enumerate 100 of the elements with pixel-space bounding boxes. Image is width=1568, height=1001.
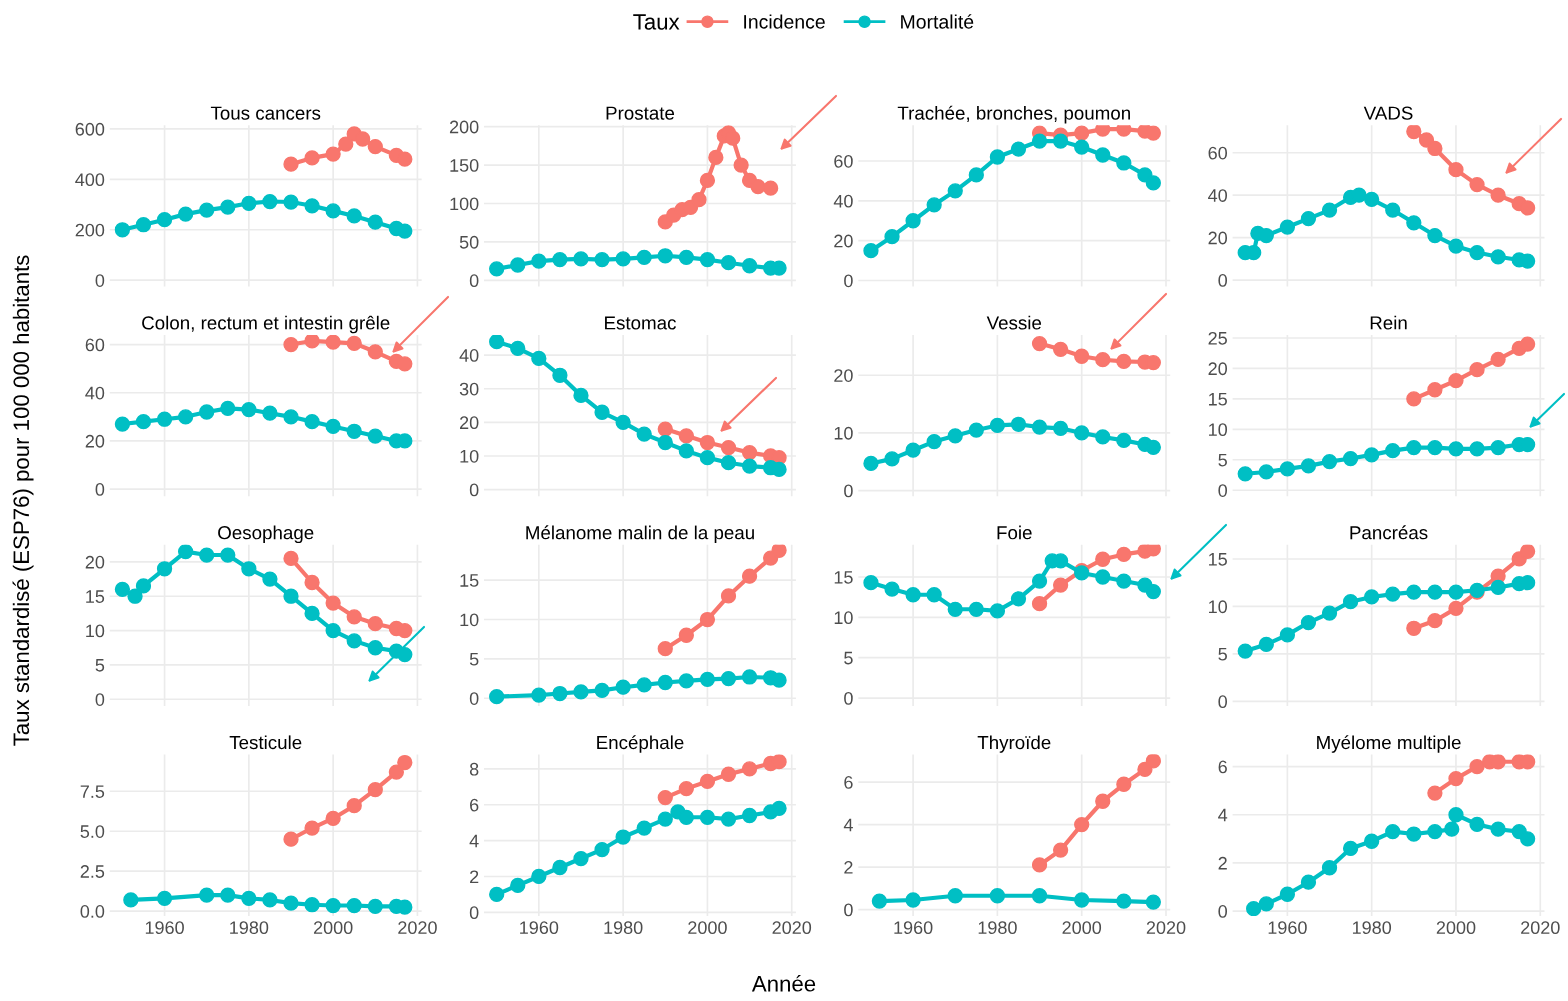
y-tick-label: 0 xyxy=(1218,484,1228,497)
y-tick-label: 200 xyxy=(75,223,105,237)
chart-title: Prostate xyxy=(606,106,675,120)
y-tick-label: 15 xyxy=(86,590,105,603)
y-tick-label: 2 xyxy=(844,861,853,874)
y-tick-label: 150 xyxy=(450,159,479,172)
x-tick-label: 1960 xyxy=(1268,921,1307,935)
x-tick-label: 2000 xyxy=(688,921,727,935)
y-tick-label: 60 xyxy=(834,154,853,168)
x-axis-title: Année xyxy=(751,975,816,992)
y-tick-label: 0 xyxy=(469,906,479,920)
y-tick-label: 60 xyxy=(1208,146,1228,160)
x-tick-label: 2020 xyxy=(1146,921,1186,935)
x-tick-label: 2000 xyxy=(313,921,353,935)
y-tick-label: 15 xyxy=(834,571,853,584)
x-tick-label: 2020 xyxy=(1521,921,1560,935)
y-tick-label: 0 xyxy=(844,903,853,917)
y-tick-label: 7.5 xyxy=(80,785,105,798)
y-tick-label: 0 xyxy=(95,693,105,706)
x-tick-label: 1980 xyxy=(230,921,269,935)
y-tick-label: 200 xyxy=(449,120,479,134)
y-tick-label: 5 xyxy=(95,659,105,672)
x-tick-label: 2000 xyxy=(1436,921,1476,935)
y-tick-label: 25 xyxy=(1208,331,1227,345)
chart-title: Mélanome malin de la peau xyxy=(526,525,754,544)
chart-title: Pancréas xyxy=(1350,525,1428,540)
y-tick-label: 4 xyxy=(469,834,479,848)
y-tick-label: 60 xyxy=(85,338,105,352)
chart-title: Vessie xyxy=(986,315,1042,330)
y-tick-label: 10 xyxy=(86,624,105,638)
y-tick-label: 20 xyxy=(460,416,479,430)
y-tick-label: 10 xyxy=(1209,600,1228,614)
y-tick-label: 5.0 xyxy=(80,825,105,838)
y-tick-label: 0 xyxy=(1218,905,1228,918)
y-tick-label: 0 xyxy=(844,274,853,288)
y-tick-label: 2 xyxy=(470,870,479,884)
y-tick-label: 8 xyxy=(469,762,479,776)
y-tick-label: 10 xyxy=(460,449,479,463)
y-tick-label: 6 xyxy=(470,798,479,812)
y-tick-label: 20 xyxy=(834,369,853,382)
y-tick-label: 0 xyxy=(1218,274,1228,287)
y-tick-label: 15 xyxy=(460,574,479,587)
x-tick-label: 1960 xyxy=(145,921,184,935)
y-tick-label: 4 xyxy=(1218,808,1228,822)
chart-title: Estomac xyxy=(605,316,676,330)
y-axis-title: Taux standardisé (ESP76) pour 100 000 habitants xyxy=(12,255,34,746)
x-tick-label: 2020 xyxy=(772,921,812,935)
y-tick-label: 0 xyxy=(469,274,479,288)
chart-title: Encéphale xyxy=(597,735,684,753)
y-tick-label: 20 xyxy=(1208,231,1228,245)
chart-title: Thyroïde xyxy=(977,735,1051,753)
y-tick-label: 4 xyxy=(843,818,853,832)
x-tick-label: 2020 xyxy=(398,921,437,935)
y-tick-label: 20 xyxy=(85,555,105,569)
x-tick-label: 1980 xyxy=(978,921,1017,935)
x-tick-label: 2000 xyxy=(1062,921,1102,935)
y-tick-label: 40 xyxy=(833,194,853,208)
y-tick-label: 50 xyxy=(459,235,479,249)
y-tick-label: 20 xyxy=(1208,362,1228,376)
chart-title: Tous cancers xyxy=(210,106,321,120)
chart-title: Trachée, bronches, poumon xyxy=(897,105,1130,124)
y-tick-label: 600 xyxy=(75,122,105,136)
y-tick-label: 6 xyxy=(844,776,853,789)
y-tick-label: 0 xyxy=(469,483,479,497)
chart-title: Oesophage xyxy=(218,525,314,544)
y-tick-label: 0 xyxy=(95,274,105,287)
legend-title: Taux xyxy=(633,14,680,30)
y-tick-label: 15 xyxy=(1209,553,1227,566)
y-tick-label: 5 xyxy=(844,651,853,665)
y-tick-label: 40 xyxy=(1208,189,1228,202)
x-tick-label: 1960 xyxy=(894,921,933,935)
y-tick-label: 0 xyxy=(469,692,479,705)
chart-title: Colon, rectum et intestin grêle xyxy=(142,315,390,334)
y-tick-label: 20 xyxy=(85,434,105,448)
chart-title: Foie xyxy=(997,525,1032,540)
y-tick-label: 0 xyxy=(95,483,105,496)
legend-label: Mortalité xyxy=(901,14,974,29)
chart-title: VADS xyxy=(1363,106,1413,120)
y-tick-label: 10 xyxy=(834,611,853,625)
y-tick-label: 2.5 xyxy=(80,865,105,878)
legend-label: Incidence xyxy=(744,14,825,29)
x-tick-label: 1980 xyxy=(1352,921,1392,935)
y-tick-label: 2 xyxy=(1218,856,1227,870)
y-tick-label: 30 xyxy=(459,382,479,396)
y-tick-label: 40 xyxy=(85,386,105,400)
x-tick-label: 1980 xyxy=(604,921,643,935)
chart-title: Testicule xyxy=(229,735,302,750)
y-tick-label: 0.0 xyxy=(80,905,105,918)
chart-title: Myélome multiple xyxy=(1317,735,1461,753)
y-tick-label: 10 xyxy=(1209,423,1228,437)
y-tick-label: 5 xyxy=(469,653,479,666)
y-tick-label: 0 xyxy=(844,691,853,705)
y-tick-label: 0 xyxy=(1218,695,1228,709)
y-tick-label: 5 xyxy=(1218,648,1227,661)
y-tick-label: 40 xyxy=(459,349,479,362)
y-tick-label: 6 xyxy=(1218,760,1227,774)
y-tick-label: 400 xyxy=(75,173,105,187)
y-tick-label: 20 xyxy=(834,234,853,248)
y-tick-label: 15 xyxy=(1209,392,1227,406)
y-tick-label: 5 xyxy=(1218,453,1227,467)
